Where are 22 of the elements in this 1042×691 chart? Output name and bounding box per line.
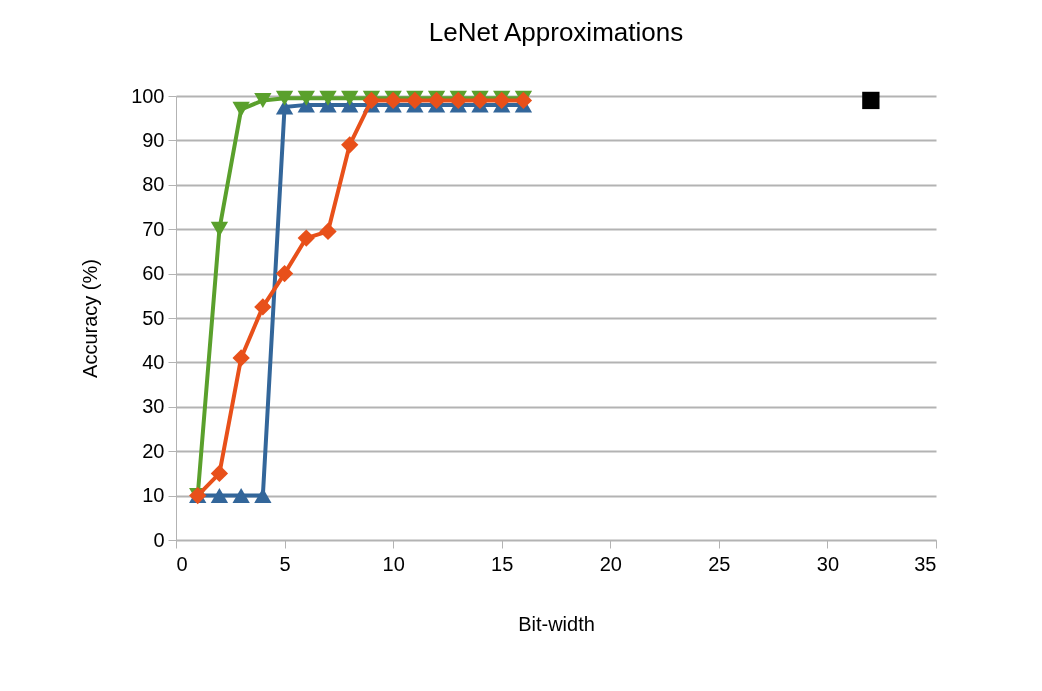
y-tick-label: 0: [153, 528, 165, 551]
y-tick-label: 90: [142, 128, 165, 151]
y-tick-label: 20: [142, 439, 165, 462]
y-tick-label: 40: [142, 350, 165, 373]
x-tick-label: 35: [914, 552, 937, 575]
x-tick-label: 30: [816, 552, 840, 575]
y-tick-label: 60: [142, 262, 165, 285]
x-axis-title: Bit-width: [518, 612, 595, 635]
y-axis-title: Accuracy (%): [79, 259, 102, 378]
y-tick-label: 100: [131, 84, 165, 107]
y-tick-label: 70: [142, 217, 165, 240]
x-tick-label: 0: [176, 552, 188, 575]
y-tick-label: 50: [142, 306, 165, 329]
chart-title: LeNet Approximations: [428, 17, 684, 47]
y-tick-label: 30: [142, 395, 165, 418]
y-tick-label: 10: [142, 484, 165, 507]
x-tick-label: 5: [279, 552, 291, 575]
x-tick-label: 25: [708, 552, 731, 575]
x-tick-label: 15: [491, 552, 514, 575]
y-tick-label: 80: [142, 173, 165, 196]
x-tick-label: 10: [382, 552, 405, 575]
x-tick-label: 20: [599, 552, 622, 575]
